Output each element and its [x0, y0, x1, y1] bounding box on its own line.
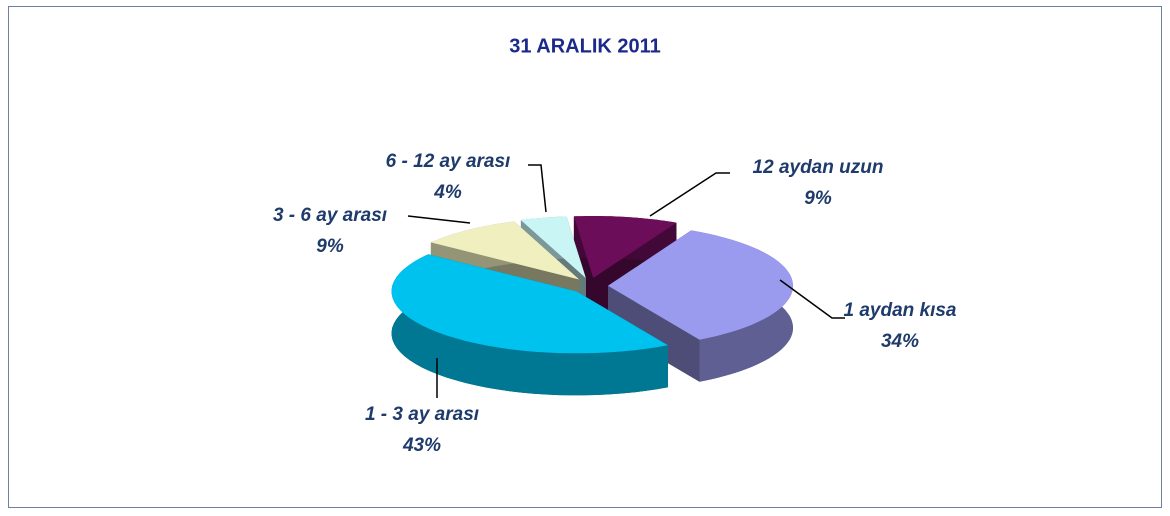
leader-line	[779, 279, 845, 319]
slice-top	[520, 216, 586, 279]
labels: 12 aydan uzun 9% 1 aydan kısa 34% 1 - 3 ay a…	[273, 151, 957, 456]
pie	[391, 216, 793, 396]
data-label-name: 1 - 3 ay arası	[365, 404, 479, 425]
slice-top	[607, 230, 793, 340]
data-label-value: 34%	[881, 331, 919, 352]
data-label-value: 9%	[316, 236, 344, 257]
leader-line	[407, 215, 471, 224]
chart-title: 31 ARALIK 2011	[509, 35, 661, 57]
leader-line	[649, 172, 730, 217]
data-label-name: 3 - 6 ay arası	[273, 205, 387, 226]
data-label-name: 12 aydan uzun	[753, 157, 884, 178]
data-label-value: 43%	[402, 435, 441, 456]
data-label-name: 1 aydan kısa	[843, 300, 956, 321]
slice-edge	[607, 285, 700, 382]
slice	[607, 230, 793, 382]
leader-line	[528, 164, 547, 213]
slice-top	[430, 221, 580, 280]
data-label-value: 4%	[433, 182, 462, 203]
slice-wall	[391, 254, 668, 396]
slice	[391, 254, 668, 396]
data-label-value: 9%	[804, 188, 832, 209]
slice-top	[573, 216, 677, 279]
data-label-name: 6 - 12 ay arası	[386, 151, 511, 172]
slice-top	[391, 254, 668, 354]
